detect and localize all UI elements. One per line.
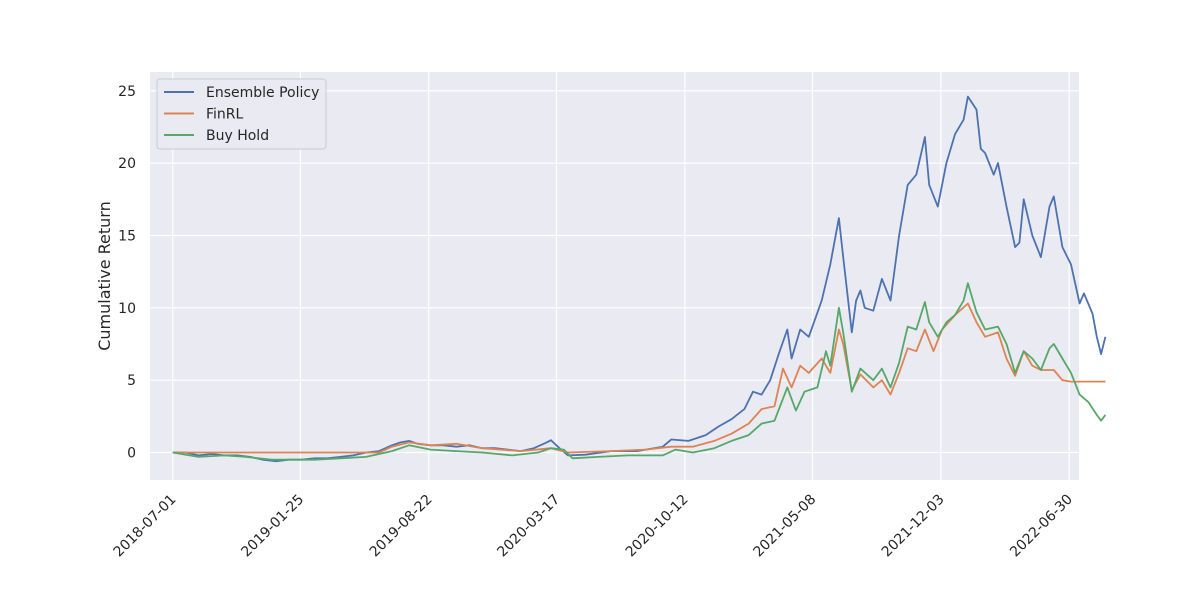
y-tick-label: 10 — [118, 301, 136, 317]
y-axis-label: Cumulative Return — [95, 201, 114, 351]
series-line-buy-hold — [172, 282, 1107, 461]
y-tick-label: 5 — [127, 373, 136, 389]
series-lines — [172, 95, 1107, 463]
series-line-finrl — [172, 302, 1106, 454]
x-tick-label: 2020-03-17 — [494, 492, 563, 561]
legend-label: Ensemble Policy — [206, 85, 319, 101]
x-tick-label: 2021-12-03 — [879, 492, 948, 561]
y-tick-label: 25 — [118, 84, 136, 100]
x-axis-ticks: 2018-07-01 2019-01-25 2019-08-22 2020-03-17… — [111, 492, 1076, 561]
y-tick-label: 20 — [118, 156, 136, 172]
legend-frame — [156, 78, 327, 150]
y-tick-label: 15 — [118, 228, 136, 244]
legend: Ensemble Policy FinRL Buy Hold — [156, 78, 327, 150]
legend-label: FinRL — [206, 107, 244, 123]
legend-label: Buy Hold — [206, 128, 269, 144]
y-tick-label: 0 — [127, 446, 136, 462]
x-tick-label: 2020-10-12 — [623, 492, 692, 561]
y-axis-ticks: 0 5 10 15 20 25 — [118, 84, 136, 462]
x-tick-label: 2019-01-25 — [238, 492, 307, 561]
x-tick-label: 2019-08-22 — [367, 492, 436, 561]
x-tick-label: 2018-07-01 — [111, 492, 180, 561]
x-tick-label: 2021-05-08 — [750, 492, 819, 561]
x-tick-label: 2022-06-30 — [1007, 492, 1076, 561]
